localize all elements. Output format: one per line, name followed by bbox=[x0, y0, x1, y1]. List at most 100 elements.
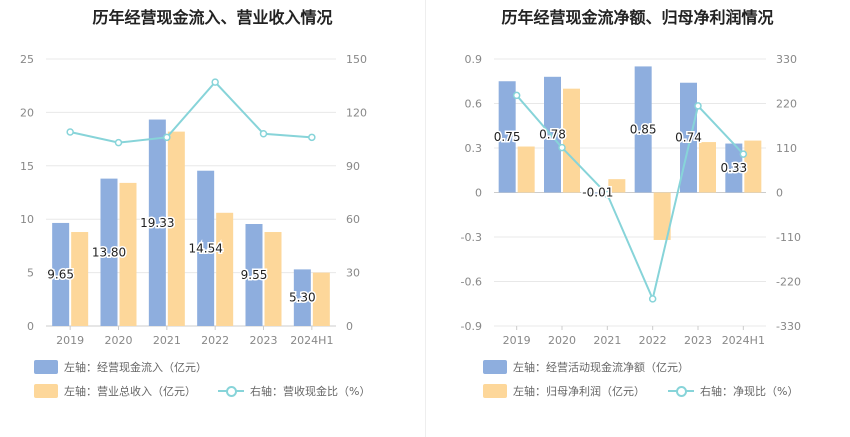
line-point bbox=[308, 133, 316, 142]
bar bbox=[634, 66, 652, 193]
x-axis-tick-label: 2020 bbox=[105, 334, 133, 347]
bar bbox=[100, 178, 118, 326]
x-axis-tick-label: 2023 bbox=[684, 334, 712, 347]
x-axis-tick-label: 2021 bbox=[153, 334, 181, 347]
right-axis-tick-label: 220 bbox=[776, 98, 797, 111]
right-axis-tick-label: 90 bbox=[346, 160, 360, 173]
right-axis-tick-label: 0 bbox=[346, 320, 353, 333]
right-axis-tick-label: -220 bbox=[776, 276, 801, 289]
bar bbox=[589, 192, 607, 194]
left-chart-svg: 0 5 10 15 20 25 0 30 60 90 120 150 2019 2020 2021 2022 2… bbox=[20, 53, 367, 347]
line-point bbox=[163, 133, 171, 142]
left-axis-tick-label: 0.6 bbox=[465, 98, 483, 111]
x-axis-tick-label: 2022 bbox=[201, 334, 229, 347]
legend-line-marker-icon bbox=[668, 384, 694, 398]
left-axis-tick-label: 20 bbox=[20, 106, 34, 119]
bar bbox=[245, 224, 263, 326]
line-point bbox=[66, 128, 74, 136]
line-point bbox=[603, 190, 612, 199]
line-point bbox=[259, 130, 268, 138]
bar bbox=[744, 140, 762, 193]
x-axis-tick-label: 2024H1 bbox=[290, 334, 333, 347]
right-chart-title: 历年经营现金流净额、归母净利润情况 bbox=[501, 8, 774, 27]
bar-data-label: -0.01 bbox=[582, 186, 613, 200]
bar bbox=[148, 119, 166, 326]
line-point bbox=[114, 138, 123, 147]
bar-data-label: 14.54 bbox=[188, 241, 222, 255]
bar bbox=[197, 170, 215, 326]
x-axis-tick-label: 2019 bbox=[503, 334, 531, 347]
line-point bbox=[648, 295, 657, 303]
line-series bbox=[515, 94, 745, 303]
panel-divider bbox=[425, 0, 426, 437]
left-legend-item-revenue[interactable]: 左轴：营业总收入（亿元） bbox=[34, 383, 196, 399]
right-legend-item-net-profit[interactable]: 左轴：归母净利润（亿元） bbox=[483, 383, 645, 399]
right-legend-item-net-cash-flow[interactable]: 左轴：经营活动现金流净额（亿元） bbox=[483, 359, 689, 375]
right-legend-item-net-cash-ratio[interactable]: 右轴：净现比（%） bbox=[668, 383, 798, 399]
left-chart-panel: 历年经营现金流入、营业收入情况 0 5 10 15 20 25 0 30 60 90 120 150 2… bbox=[20, 8, 370, 399]
bar bbox=[608, 179, 626, 193]
x-axis-tick-label: 2021 bbox=[593, 334, 621, 347]
right-axis-tick-label: -110 bbox=[776, 231, 801, 244]
bar bbox=[264, 232, 282, 326]
left-axis-tick-label: 10 bbox=[20, 213, 34, 226]
legend-line-marker-icon bbox=[218, 384, 244, 398]
legend-label: 右轴：净现比（%） bbox=[700, 385, 799, 398]
bar bbox=[119, 182, 137, 326]
line-point bbox=[739, 150, 748, 158]
right-axis-tick-label: 30 bbox=[346, 267, 360, 280]
bar-data-label: 0.85 bbox=[630, 122, 657, 136]
right-axis-tick-label: 120 bbox=[346, 106, 367, 119]
left-axis-tick-label: 0.3 bbox=[465, 142, 483, 155]
bar-data-label: 19.33 bbox=[140, 216, 174, 230]
bar bbox=[293, 269, 311, 326]
left-axis-tick-label: -0.9 bbox=[461, 320, 482, 333]
left-legend-item-cash-inflow[interactable]: 左轴：经营现金流入（亿元） bbox=[34, 359, 207, 375]
right-axis-tick-label: 110 bbox=[776, 142, 797, 155]
left-legend-item-ratio[interactable]: 右轴：营收现金比（%） bbox=[218, 383, 370, 399]
bar-data-label: 0.78 bbox=[539, 128, 566, 142]
bar bbox=[167, 131, 185, 326]
bar-data-label: 13.80 bbox=[92, 245, 126, 259]
x-axis-tick-label: 2019 bbox=[56, 334, 84, 347]
x-axis-tick-label: 2024H1 bbox=[722, 334, 765, 347]
right-axis-tick-label: -330 bbox=[776, 320, 801, 333]
bar bbox=[52, 222, 70, 326]
right-chart-panel: 历年经营现金流净额、归母净利润情况 -0.9 -0.6 -0.3 0 0.3 0.6 0.9… bbox=[425, 0, 850, 437]
bar bbox=[216, 212, 234, 326]
legend-swatch bbox=[34, 360, 58, 374]
bar-data-label: 9.65 bbox=[47, 267, 74, 281]
right-axis-tick-label: 330 bbox=[776, 53, 797, 66]
legend-swatch bbox=[34, 384, 58, 398]
line-point bbox=[694, 102, 702, 110]
bar bbox=[653, 192, 671, 240]
left-axis-tick-label: 0 bbox=[475, 187, 482, 200]
bar bbox=[498, 81, 516, 193]
bar bbox=[312, 272, 330, 326]
legend-label: 左轴：归母净利润（亿元） bbox=[513, 385, 645, 398]
left-axis-tick-label: 25 bbox=[20, 53, 34, 66]
bar-data-label: 5.30 bbox=[289, 291, 316, 305]
bar-data-label: 9.55 bbox=[241, 268, 268, 282]
right-axis-tick-label: 60 bbox=[346, 213, 360, 226]
left-chart-title: 历年经营现金流入、营业收入情况 bbox=[92, 8, 333, 27]
line-point bbox=[512, 91, 521, 100]
left-axis-tick-label: 15 bbox=[20, 160, 34, 173]
right-axis-tick-label: 150 bbox=[346, 53, 367, 66]
bar bbox=[699, 142, 716, 193]
legend-swatch bbox=[483, 360, 507, 374]
left-axis-tick-label: 0 bbox=[27, 320, 34, 333]
legend-label: 左轴：经营现金流入（亿元） bbox=[64, 361, 207, 374]
bar bbox=[544, 76, 561, 193]
bar bbox=[563, 88, 580, 193]
left-axis-tick-label: 5 bbox=[27, 267, 34, 280]
x-axis-tick-label: 2023 bbox=[250, 334, 278, 347]
legend-label: 右轴：营收现金比（%） bbox=[250, 385, 371, 398]
legend-label: 左轴：经营活动现金流净额（亿元） bbox=[513, 361, 689, 374]
legend-label: 左轴：营业总收入（亿元） bbox=[64, 385, 196, 398]
bar-data-label: 0.75 bbox=[494, 130, 521, 144]
left-axis-tick-label: 0.9 bbox=[465, 53, 483, 66]
line-point bbox=[211, 78, 219, 86]
bar bbox=[517, 146, 535, 193]
bar-data-label: 0.33 bbox=[720, 161, 747, 175]
